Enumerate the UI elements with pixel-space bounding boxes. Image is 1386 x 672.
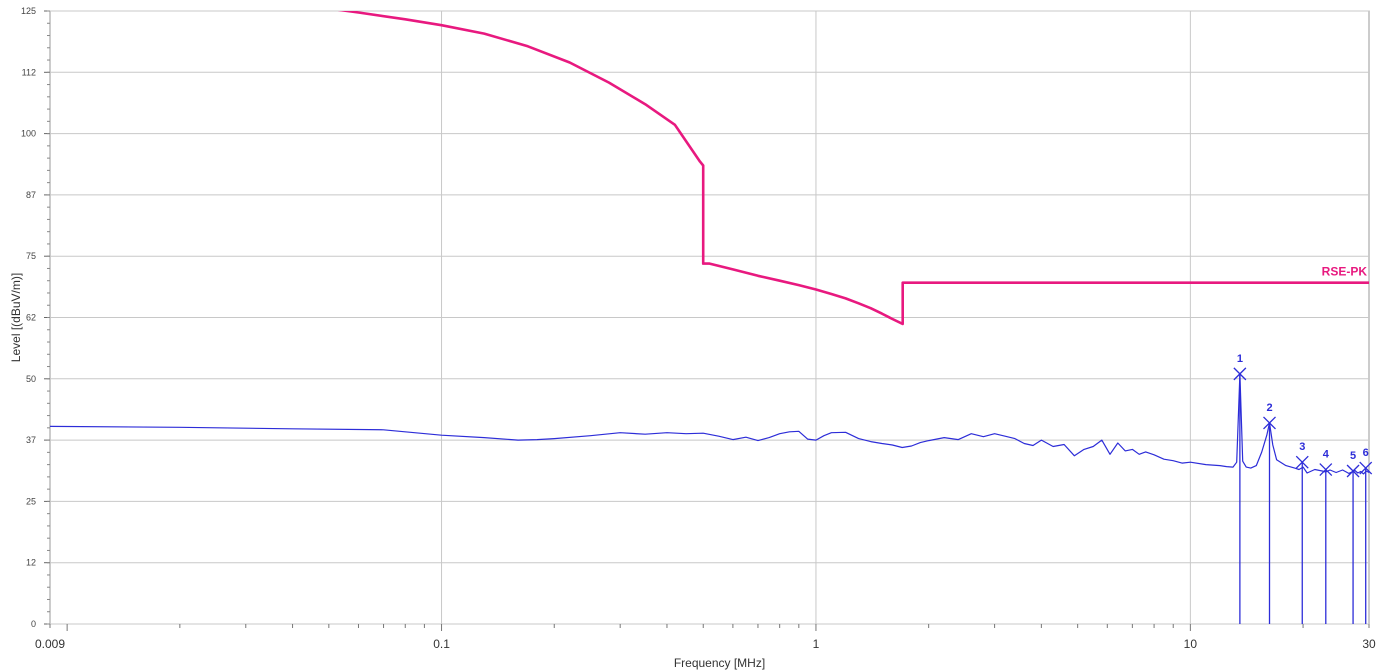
marker-cross bbox=[1359, 461, 1373, 475]
x-tick-label: 0.1 bbox=[433, 637, 450, 651]
marker-cross bbox=[1263, 416, 1276, 430]
y-tick-label: 87 bbox=[26, 190, 36, 200]
series-layer bbox=[50, 11, 1369, 475]
y-tick-label: 12 bbox=[26, 558, 36, 568]
marker-label: 5 bbox=[1350, 450, 1356, 462]
x-tick-label: 10 bbox=[1184, 637, 1198, 651]
x-tick-label: 1 bbox=[813, 637, 820, 651]
y-tick-label: 37 bbox=[26, 435, 36, 445]
x-tick-label: 30 bbox=[1362, 637, 1376, 651]
marker-cross bbox=[1319, 463, 1333, 476]
marker-label: 1 bbox=[1237, 353, 1243, 365]
marker-cross bbox=[1233, 367, 1247, 381]
y-axis-title: Level [(dBuV/m)] bbox=[9, 273, 23, 362]
y-tick-label: 100 bbox=[21, 129, 36, 139]
marker-label: 6 bbox=[1363, 447, 1369, 459]
y-tick-label: 50 bbox=[26, 374, 36, 384]
measurement-trace bbox=[50, 373, 1369, 475]
y-tick-label: 0 bbox=[31, 619, 36, 629]
limit-line bbox=[337, 11, 1369, 326]
marker-label: 3 bbox=[1299, 441, 1305, 453]
y-tick-label: 112 bbox=[22, 67, 36, 77]
x-tick-label: 0.009 bbox=[35, 637, 65, 651]
y-tick-label: 125 bbox=[21, 6, 36, 16]
marker-label: 2 bbox=[1266, 402, 1272, 414]
marker-label: 4 bbox=[1323, 449, 1330, 461]
x-axis-title: Frequency [MHz] bbox=[674, 656, 765, 670]
marker-cross bbox=[1346, 464, 1360, 478]
x-axis: 0.009 0.1 1 10 30 bbox=[35, 624, 1376, 651]
limit-line-label: RSE-PK bbox=[1322, 265, 1368, 279]
grid bbox=[49, 10, 1370, 625]
y-tick-label: 25 bbox=[26, 496, 36, 506]
y-tick-label: 75 bbox=[26, 251, 36, 261]
y-tick-label: 62 bbox=[26, 313, 36, 323]
marker-cross bbox=[1295, 455, 1309, 469]
marker-layer: 1 2 3 4 5 6 bbox=[1233, 353, 1373, 624]
y-axis: 0 12 25 37 50 62 75 87 100 112 125 bbox=[21, 6, 50, 629]
